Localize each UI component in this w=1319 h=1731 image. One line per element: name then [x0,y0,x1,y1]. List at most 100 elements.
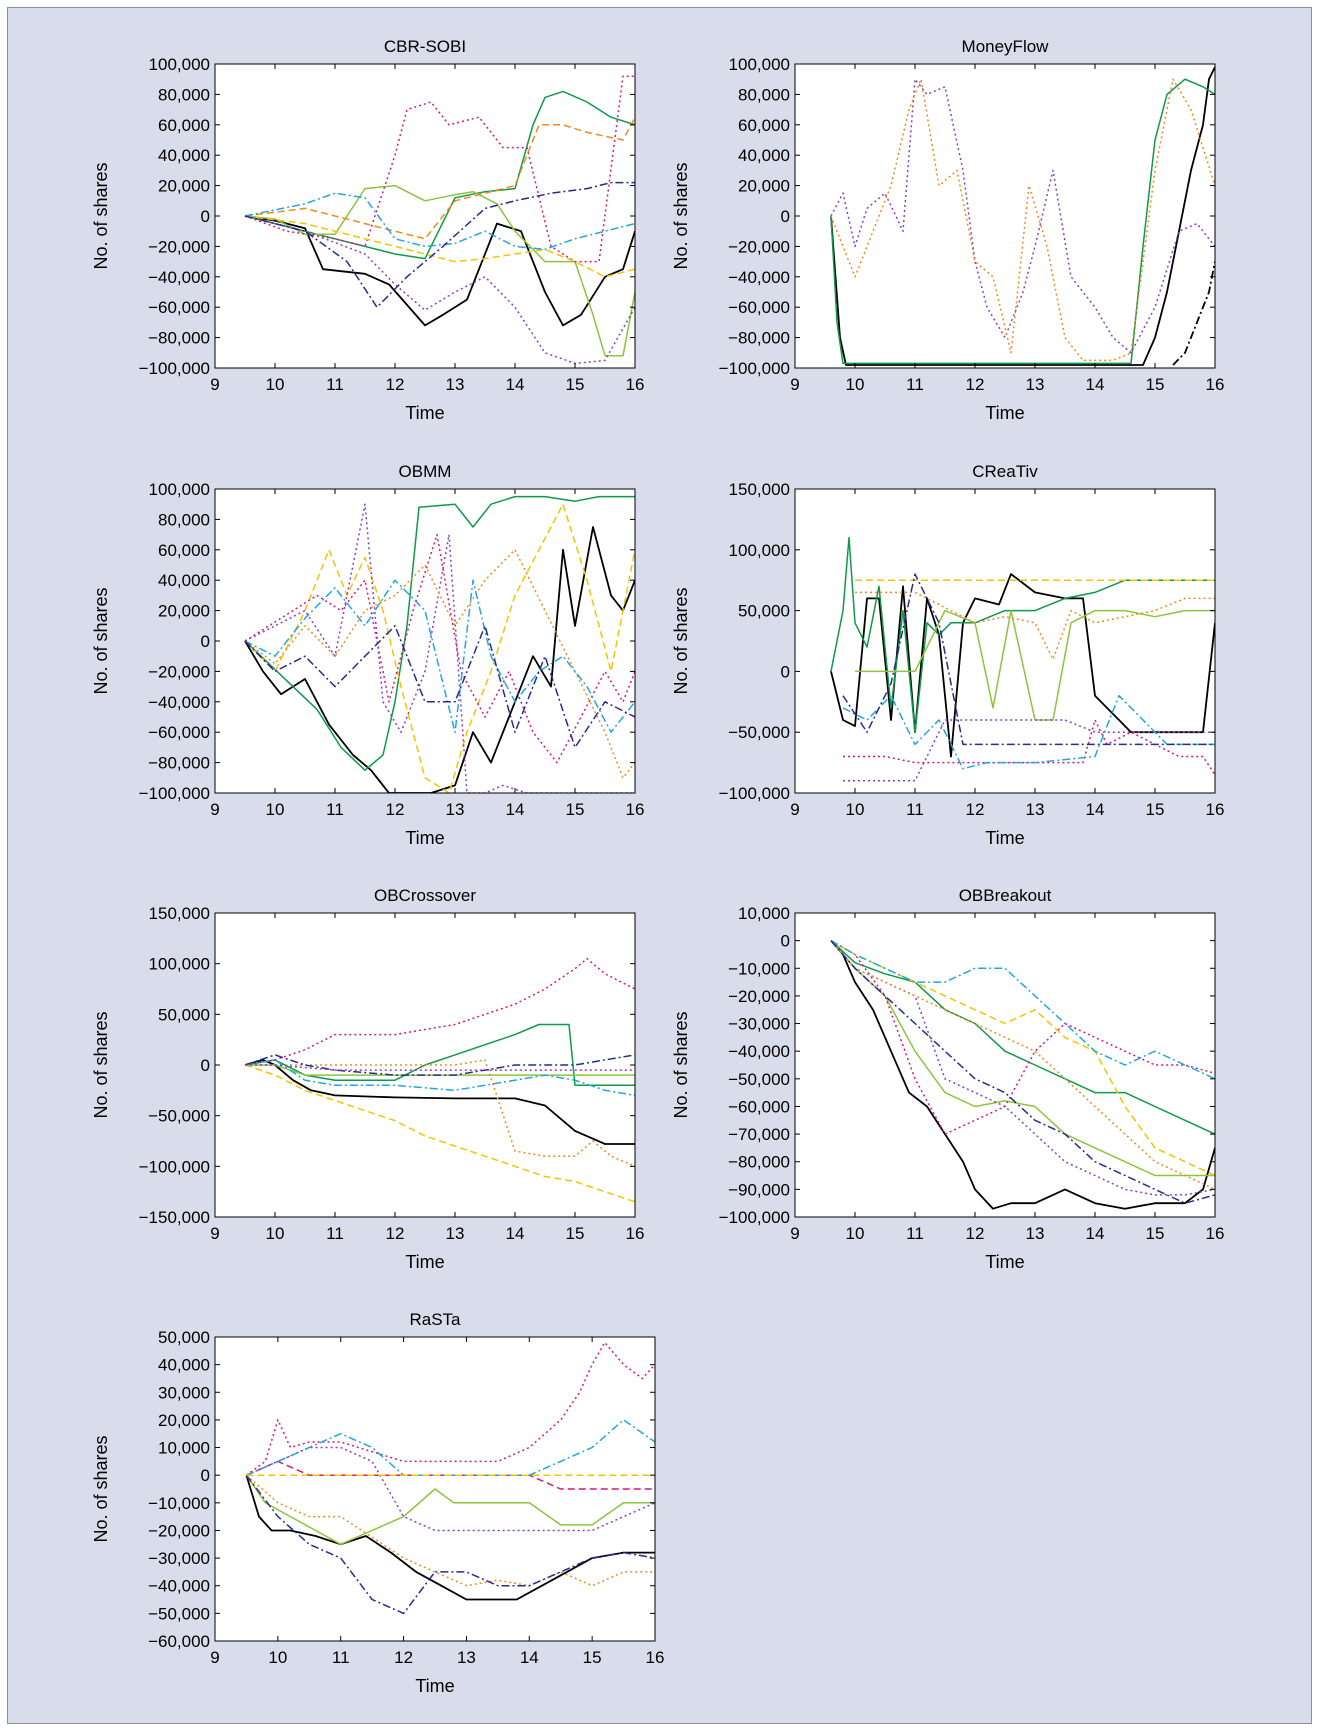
series-line-black [830,573,1215,758]
x-axis-label: Time [405,828,444,848]
series-line-orange [244,549,635,779]
y-tick-label: −60,000 [148,1632,210,1651]
y-axis-label: No. of shares [671,1011,691,1118]
x-tick-label: 11 [906,375,924,394]
x-tick-label: 15 [1146,800,1165,819]
x-tick-label: 12 [966,1224,985,1243]
y-tick-label: −20,000 [148,237,210,256]
series-line-purple [246,1446,655,1532]
y-tick-label: −100,000 [139,784,210,803]
series-group [830,939,1215,1210]
x-tick-label: 13 [446,375,465,394]
series-line-purple [830,78,1215,354]
y-tick-label: −80,000 [728,329,790,348]
series-line-navy [244,1054,635,1076]
x-tick-label: 9 [210,1224,219,1243]
series-group [244,957,635,1203]
y-tick-label: −20,000 [728,987,790,1006]
series-line-orange [244,116,635,240]
y-tick-label: −70,000 [728,1125,790,1144]
series-group [244,75,635,365]
x-tick-label: 10 [266,1224,285,1243]
y-tick-label: −40,000 [728,1042,790,1061]
y-tick-label: 0 [781,662,790,681]
y-axis-label: No. of shares [91,1435,111,1542]
x-tick-label: 13 [1026,800,1045,819]
x-tick-label: 14 [506,375,525,394]
series-line-lime [830,940,1215,1177]
x-tick-label: 10 [268,1648,287,1667]
series-line-magenta [244,533,635,764]
series-line-black [244,526,635,793]
x-tick-label: 13 [1026,1224,1045,1243]
series-line-navy [245,1474,655,1615]
x-axis-label: Time [985,828,1024,848]
y-tick-label: 20,000 [158,602,210,621]
y-tick-label: 150,000 [729,480,790,499]
x-tick-label: 10 [266,800,285,819]
x-tick-label: 9 [210,800,219,819]
y-tick-label: 80,000 [158,85,210,104]
y-tick-label: −60,000 [148,723,210,742]
x-tick-label: 16 [626,800,645,819]
y-axis-label: No. of shares [91,162,111,269]
y-tick-label: −80,000 [728,1153,790,1172]
x-tick-label: 16 [626,1224,645,1243]
y-tick-label: −50,000 [728,1070,790,1089]
x-tick-label: 16 [646,1648,665,1667]
series-line-lime [245,1474,655,1546]
x-tick-label: 15 [566,375,585,394]
y-tick-label: 0 [201,1056,210,1075]
y-tick-label: −40,000 [728,268,790,287]
y-tick-label: −80,000 [148,329,210,348]
y-tick-label: 10,000 [158,1439,210,1458]
x-tick-label: 11 [906,800,924,819]
plot-area [215,489,635,793]
y-tick-label: −80,000 [148,754,210,773]
chart-title: OBBreakout [959,886,1052,905]
x-tick-label: 12 [386,800,405,819]
x-axis-label: Time [985,1252,1024,1272]
series-line-yellow [244,1064,635,1203]
y-tick-label: 40,000 [738,146,790,165]
y-tick-label: −100,000 [719,1208,790,1227]
y-tick-label: 0 [201,632,210,651]
series-line-black [1172,261,1215,366]
y-tick-label: 100,000 [149,480,210,499]
y-tick-label: 40,000 [158,146,210,165]
x-tick-label: 10 [266,375,285,394]
x-tick-label: 9 [210,375,219,394]
y-tick-label: 80,000 [738,85,790,104]
series-line-orange [245,1059,635,1167]
series-group [244,495,635,793]
y-tick-label: −40,000 [148,1577,210,1596]
series-line-orange [830,940,1215,1191]
x-tick-label: 15 [566,800,585,819]
series-line-black [245,1474,655,1601]
y-tick-label: 100,000 [149,955,210,974]
series-line-cyan [244,579,635,733]
chart-title: RaSTa [409,1310,461,1329]
y-tick-label: 100,000 [149,55,210,74]
x-tick-label: 13 [446,800,465,819]
series-line-navy [244,181,635,308]
plot-frame [794,488,1216,794]
y-tick-label: 100,000 [729,541,790,560]
y-tick-label: −40,000 [148,268,210,287]
x-tick-label: 11 [326,800,344,819]
chart-title: MoneyFlow [962,37,1050,56]
x-tick-label: 12 [386,1224,405,1243]
y-tick-label: 0 [201,207,210,226]
plot-frame [794,912,1216,1218]
series-line-lime [245,1064,635,1076]
series-line-cyan [244,192,635,251]
x-tick-label: 9 [790,375,799,394]
chart-title: OBCrossover [374,886,476,905]
series-line-green [830,536,1215,733]
x-tick-label: 14 [506,800,525,819]
plot-area [795,913,1215,1217]
series-group [245,1341,655,1615]
x-tick-label: 15 [1146,375,1165,394]
y-tick-label: −10,000 [148,1494,210,1513]
